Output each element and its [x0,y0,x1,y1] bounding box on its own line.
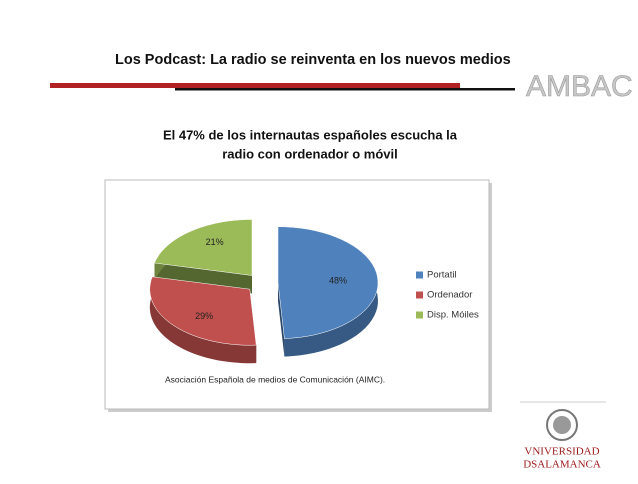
legend-label: Portatil [427,270,457,281]
logo-seal-core [553,416,571,434]
data-label: 48% [329,276,347,286]
slice [277,226,379,339]
legend-swatch [416,291,423,299]
black-rule [175,88,515,91]
logo-text: VNIVERSIDAD [524,446,599,458]
slice-wall [278,282,285,357]
slide-title: Los Podcast: La radio se reinventa en lo… [115,52,511,68]
subtitle: El 47% de los internautas españoles escu… [163,127,458,142]
legend-swatch [416,311,423,319]
logo-seal [546,409,578,441]
red-rule [50,83,460,88]
legend-label: Ordenador [427,290,472,301]
logo-text: DSALAMANCA [523,459,601,471]
slice [154,219,253,276]
data-label: 21% [206,237,224,247]
slice-wall [154,263,252,294]
chart-caption: Asociación Española de medios de Comunic… [165,374,385,384]
slice [149,276,257,346]
subtitle: radio con ordenador o móvil [222,146,398,161]
legend-swatch [416,271,423,279]
brand: AMBAC [526,70,633,103]
slice-side [149,276,257,364]
legend-label: Disp. Móiles [427,310,479,321]
data-label: 29% [195,311,213,321]
